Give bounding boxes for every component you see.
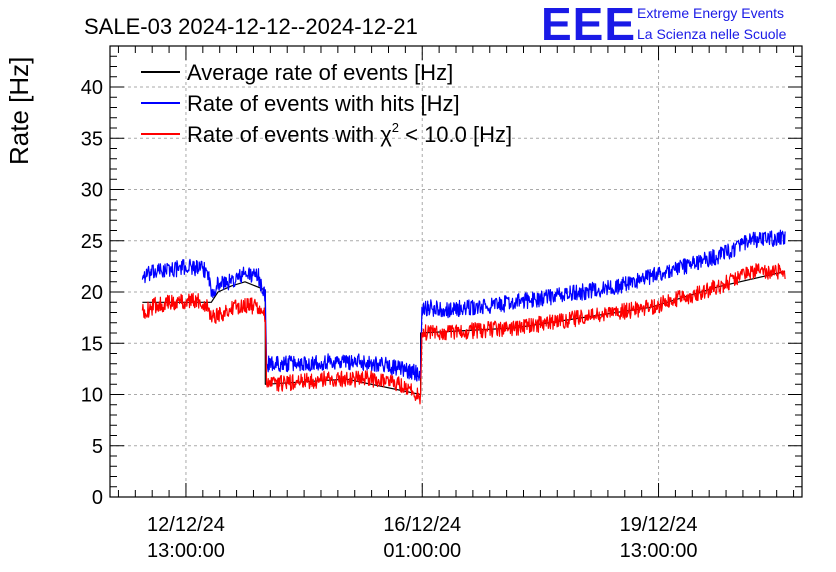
axis-ticks [110, 45, 802, 498]
legend-label-chi2: Rate of events with χ2 < 10.0 [Hz] [187, 120, 512, 147]
tick-labels: 0 5 10 15 20 25 30 35 40 12/12/24 13:00:00 16/12/24… [81, 77, 698, 562]
x-tick-label-date: 12/12/24 [147, 514, 225, 536]
legend: Average rate of events [Hz] Rate of even… [141, 60, 512, 147]
legend-label-hits: Rate of events with hits [Hz] [187, 91, 460, 116]
y-tick-label: 0 [92, 487, 103, 509]
x-tick-label-date: 16/12/24 [383, 514, 461, 536]
y-tick-label: 40 [81, 77, 103, 99]
y-tick-label: 30 [81, 180, 103, 202]
series-line-1 [141, 229, 786, 382]
x-tick-label-date: 19/12/24 [620, 514, 698, 536]
chart-title: SALE-03 2024-12-12--2024-12-21 [84, 14, 418, 39]
y-axis-title: Rate [Hz] [4, 57, 34, 165]
logo-line1: Extreme Energy Events [637, 5, 784, 21]
legend-chi2-prefix: Rate of events with χ [187, 122, 392, 147]
y-tick-label: 20 [81, 282, 103, 304]
logo-line2: La Scienza nelle Scuole [637, 26, 787, 42]
y-tick-label: 5 [92, 436, 103, 458]
y-tick-label: 15 [81, 333, 103, 355]
grid-lines [110, 46, 802, 497]
x-tick-label-time: 13:00:00 [620, 540, 698, 562]
y-tick-label: 25 [81, 231, 103, 253]
legend-label-average: Average rate of events [Hz] [187, 60, 453, 85]
eee-logo-letters: EEE [541, 0, 636, 50]
x-tick-label-time: 13:00:00 [147, 540, 225, 562]
legend-chi2-suffix: < 10.0 [Hz] [399, 122, 512, 147]
y-tick-label: 10 [81, 385, 103, 407]
series-line-2 [141, 263, 786, 405]
series-layer [141, 229, 786, 405]
y-tick-label: 35 [81, 128, 103, 150]
legend-chi2-sup: 2 [392, 120, 399, 135]
x-tick-label-time: 01:00:00 [383, 540, 461, 562]
